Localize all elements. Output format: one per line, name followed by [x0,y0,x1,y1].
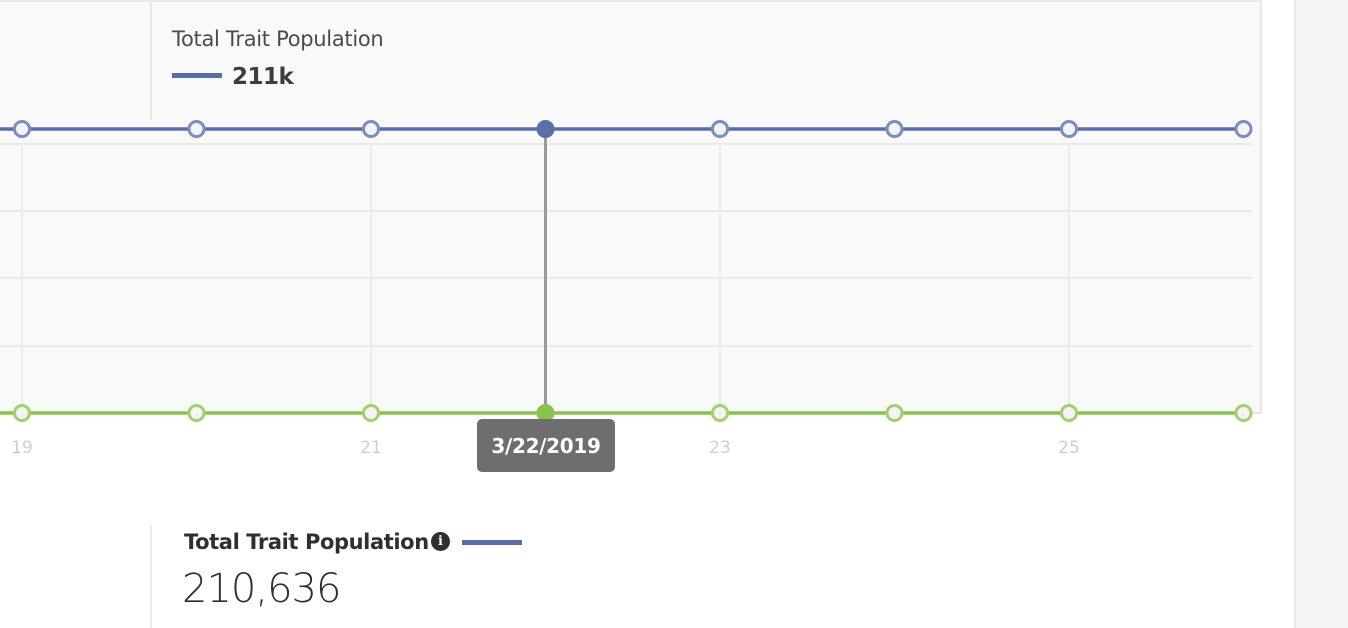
summary-divider [150,525,152,628]
data-point [1234,404,1253,422]
legend-value: 211k [232,64,294,90]
data-point [1060,120,1078,138]
data-point-active [536,404,555,422]
info-icon[interactable]: i [431,532,450,551]
data-point [362,404,380,422]
data-point-active [536,120,555,138]
x-tick-label: 25 [1058,438,1080,458]
line-chart[interactable]: 19 21 23 25 [0,0,1262,470]
legend-swatch [172,73,222,78]
date-tooltip: 3/22/2019 [477,419,615,472]
legend-divider [150,2,152,120]
data-point [885,404,904,422]
x-tick-label: 23 [709,438,731,458]
summary-series-swatch [462,540,522,545]
data-point [13,404,31,422]
summary-metric-value: 210,636 [182,566,341,612]
data-point [885,120,904,138]
legend-title: Total Trait Population [172,27,384,51]
data-point [1234,120,1253,138]
data-point [187,404,206,422]
right-side-pane [1294,0,1348,628]
data-point [1060,404,1078,422]
data-point [362,120,380,138]
data-point [13,120,31,138]
data-point [711,120,729,138]
data-point [711,404,729,422]
data-point [187,120,206,138]
summary-metric-label: Total Trait Population [184,530,429,554]
x-tick-label: 19 [11,438,33,458]
x-tick-label: 21 [360,438,382,458]
